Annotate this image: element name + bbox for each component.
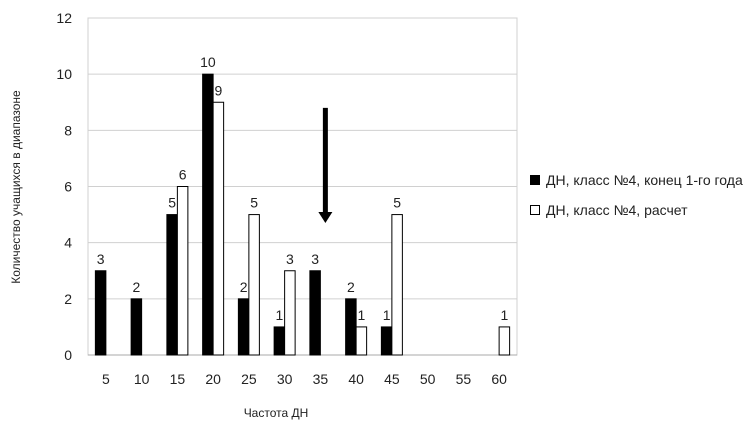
x-tick-label: 25: [241, 371, 257, 387]
arrow-head: [318, 212, 333, 224]
data-label: 5: [168, 195, 176, 211]
data-label: 1: [500, 307, 508, 323]
bar: [309, 270, 321, 356]
legend-item-end-of-year: ДН, класс №4, конец 1-го года: [530, 170, 750, 190]
x-tick-label: 30: [277, 371, 293, 387]
bar: [202, 73, 214, 356]
data-label: 1: [357, 307, 365, 323]
bar: [498, 326, 511, 356]
bars: [94, 73, 511, 356]
data-label: 3: [311, 251, 319, 267]
x-tick-label: 20: [205, 371, 221, 387]
y-tick-label: 6: [64, 179, 72, 195]
y-tick-label: 12: [56, 10, 72, 26]
x-tick-label: 45: [384, 371, 400, 387]
y-tick-label: 10: [56, 66, 72, 82]
legend: ДН, класс №4, конец 1-го года ДН, класс …: [530, 170, 750, 230]
x-tick-label: 35: [313, 371, 329, 387]
bar: [273, 326, 286, 356]
bar: [237, 298, 250, 356]
data-label: 6: [179, 167, 187, 183]
x-tick-label: 50: [420, 371, 436, 387]
y-axis-title: Количество учащихся в диапазоне: [9, 90, 23, 284]
y-tick-label: 0: [64, 347, 72, 363]
x-tick-label: 5: [102, 371, 110, 387]
bar: [284, 270, 296, 356]
bar: [130, 298, 143, 356]
legend-item-calculation: ДН, класс №4, расчет: [530, 200, 750, 220]
x-tick-label: 10: [134, 371, 150, 387]
x-tick-label: 15: [170, 371, 186, 387]
annotation: [318, 107, 333, 224]
data-label: 5: [250, 195, 258, 211]
data-label: 5: [393, 195, 401, 211]
bar: [355, 326, 368, 356]
bar: [94, 270, 107, 356]
data-label: 1: [275, 307, 283, 323]
data-label: 2: [132, 279, 140, 295]
y-tick-label: 8: [64, 122, 72, 138]
data-label: 9: [214, 82, 222, 98]
bar: [391, 214, 403, 356]
data-label: 2: [240, 279, 248, 295]
legend-swatch-white: [530, 205, 540, 215]
grid: [87, 17, 518, 356]
bar: [176, 186, 189, 356]
data-label: 3: [286, 251, 294, 267]
data-label: 10: [200, 54, 216, 70]
y-tick-label: 4: [64, 235, 72, 251]
y-tick-label: 2: [64, 291, 72, 307]
bar: [166, 214, 178, 356]
x-tick-label: 60: [491, 371, 507, 387]
bar: [380, 326, 393, 356]
bar: [345, 298, 357, 356]
x-tick-label: 55: [456, 371, 472, 387]
data-label: 1: [383, 307, 391, 323]
legend-label: ДН, класс №4, конец 1-го года: [546, 172, 743, 188]
legend-label: ДН, класс №4, расчет: [546, 202, 688, 218]
legend-swatch-black: [530, 175, 540, 185]
data-label: 2: [347, 279, 355, 295]
data-label: 3: [97, 251, 105, 267]
x-tick-label: 40: [348, 371, 364, 387]
x-axis-title: Частота ДН: [244, 406, 309, 420]
bar: [248, 214, 260, 356]
bar: [212, 101, 225, 356]
